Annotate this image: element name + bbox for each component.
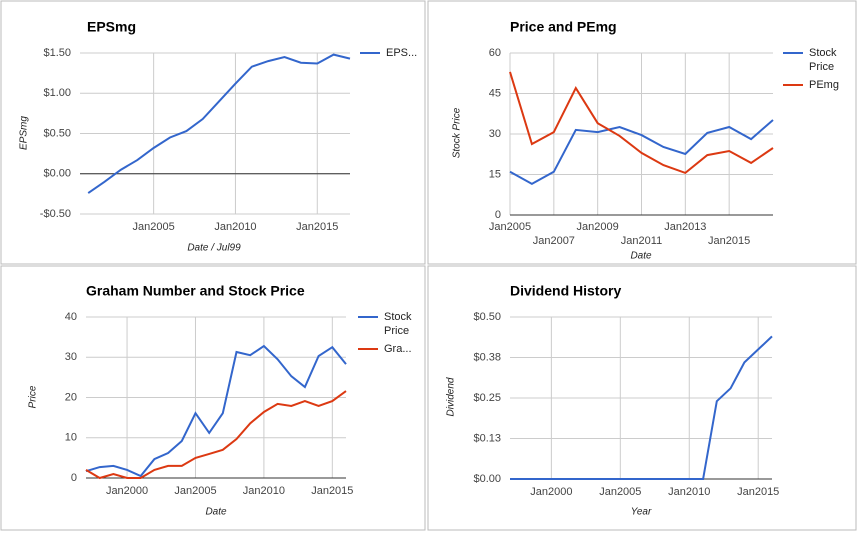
y-tick-label: 15 <box>489 168 501 180</box>
y-tick-label: 45 <box>489 87 501 99</box>
legend-swatch <box>358 348 378 350</box>
y-tick-label: 20 <box>65 391 77 403</box>
y-tick-label: $0.50 <box>473 311 501 323</box>
x-tick-label: Jan2005 <box>599 486 641 498</box>
x-tick-label: Jan2011 <box>621 235 662 247</box>
legend-label: PEmg <box>809 79 839 91</box>
x-axis-title: Date <box>630 251 652 262</box>
series-line <box>85 390 347 480</box>
y-tick-label: $0.25 <box>473 392 501 404</box>
x-tick-label: Jan2005 <box>133 221 175 233</box>
series-line <box>510 335 773 480</box>
y-axis-title: Price <box>28 385 39 408</box>
y-tick-label: $1.50 <box>43 47 71 59</box>
x-tick-label: Jan2010 <box>243 485 285 497</box>
y-tick-label: 0 <box>495 209 501 221</box>
x-tick-label: Jan2005 <box>489 221 531 233</box>
x-tick-label: Jan2010 <box>668 486 710 498</box>
x-axis-title: Date <box>205 507 227 518</box>
x-tick-label: Jan2015 <box>311 485 353 497</box>
y-tick-label: 0 <box>71 472 77 484</box>
chart-title: Price and PEmg <box>510 19 617 35</box>
legend-label: Gra... <box>384 343 412 355</box>
legend-swatch <box>360 52 380 54</box>
x-tick-label: Jan2005 <box>174 485 216 497</box>
y-axis-title: EPSmg <box>19 116 30 150</box>
x-tick-label: Jan2015 <box>296 221 338 233</box>
x-tick-label: Jan2007 <box>533 235 575 247</box>
legend-label: Stock Price <box>384 311 412 337</box>
series-line <box>87 53 351 194</box>
legend-swatch <box>783 52 803 54</box>
legend-label: EPS... <box>386 47 418 59</box>
x-tick-label: Jan2009 <box>577 221 619 233</box>
legend-item: Stock Price <box>358 310 436 338</box>
legend-item: PEmg <box>783 78 858 92</box>
legend-label: Stock Price <box>809 47 837 73</box>
y-tick-label: 10 <box>65 432 77 444</box>
x-axis-title: Date / Jul99 <box>187 243 241 254</box>
x-tick-label: Jan2000 <box>530 486 572 498</box>
x-axis-title: Year <box>631 507 652 518</box>
chart-title: Graham Number and Stock Price <box>86 283 305 299</box>
panel <box>0 0 426 265</box>
x-tick-label: Jan2013 <box>664 221 706 233</box>
y-tick-label: $0.38 <box>473 351 501 363</box>
x-tick-label: Jan2015 <box>737 486 779 498</box>
y-axis-title: Dividend <box>446 377 457 416</box>
chart-title: Dividend History <box>510 283 621 299</box>
y-tick-label: 40 <box>65 311 77 323</box>
x-tick-label: Jan2010 <box>214 221 256 233</box>
chart-title: EPSmg <box>87 19 136 35</box>
y-tick-label: 60 <box>489 47 501 59</box>
y-tick-label: 30 <box>489 128 501 140</box>
y-tick-label: $0.00 <box>43 168 71 180</box>
legend-item: EPS... <box>360 46 438 60</box>
y-axis-title: Stock Price <box>452 107 463 158</box>
series-line <box>509 119 774 186</box>
y-tick-label: $0.00 <box>473 473 501 485</box>
x-tick-label: Jan2015 <box>708 235 750 247</box>
y-tick-label: 30 <box>65 351 77 363</box>
legend-item: Stock Price <box>783 46 858 74</box>
series-line <box>509 71 774 175</box>
y-tick-label: $1.00 <box>43 87 71 99</box>
legend-item: Gra... <box>358 342 436 356</box>
legend-swatch <box>783 84 803 86</box>
x-tick-label: Jan2000 <box>106 485 148 497</box>
series-line <box>85 344 347 478</box>
legend-swatch <box>358 316 378 318</box>
y-tick-label: -$0.50 <box>40 208 71 220</box>
y-tick-label: $0.50 <box>43 127 71 139</box>
y-tick-label: $0.13 <box>473 432 501 444</box>
